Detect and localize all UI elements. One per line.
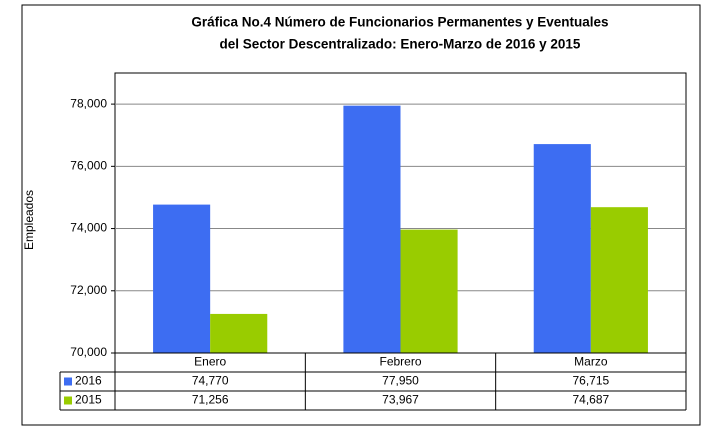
- data-table-value: 73,967: [382, 393, 419, 407]
- legend-swatch: [64, 396, 72, 405]
- y-tick-label: 78,000: [70, 96, 107, 110]
- bar: [400, 229, 458, 353]
- bar: [590, 207, 648, 353]
- legend-swatch: [64, 377, 72, 386]
- data-table-value: 76,715: [572, 374, 609, 388]
- bar: [210, 313, 268, 353]
- y-tick-label: 72,000: [70, 283, 107, 297]
- x-tick-label: Febrero: [379, 355, 421, 369]
- data-table-value: 74,770: [192, 374, 229, 388]
- y-tick-label: 70,000: [70, 345, 107, 359]
- bar: [343, 105, 401, 354]
- legend-label: 2016: [75, 374, 102, 388]
- x-tick-label: Marzo: [574, 355, 608, 369]
- bar: [153, 204, 211, 353]
- y-tick-label: 74,000: [70, 221, 107, 235]
- y-axis-label: Empleados: [22, 190, 36, 250]
- y-tick-label: 76,000: [70, 159, 107, 173]
- chart-title: del Sector Descentralizado: Enero-Marzo …: [220, 37, 581, 52]
- data-table-value: 77,950: [382, 374, 419, 388]
- legend-label: 2015: [75, 393, 102, 407]
- data-table-value: 74,687: [572, 393, 609, 407]
- bar: [533, 144, 591, 353]
- chart-title: Gráfica No.4 Número de Funcionarios Perm…: [191, 15, 608, 30]
- data-table-value: 71,256: [192, 393, 229, 407]
- x-tick-label: Enero: [194, 355, 226, 369]
